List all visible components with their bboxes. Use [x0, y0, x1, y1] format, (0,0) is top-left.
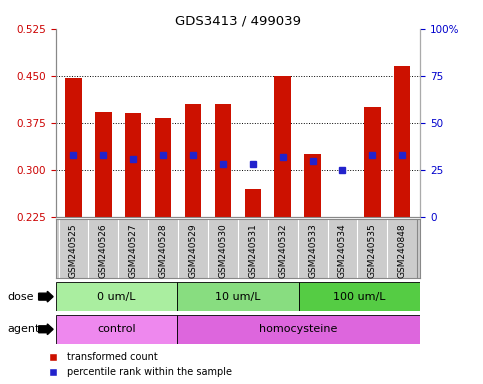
Text: dose: dose	[7, 291, 34, 302]
Bar	[65, 78, 82, 217]
Bar	[177, 315, 420, 344]
Text: GSM240848: GSM240848	[398, 223, 407, 278]
Text: homocysteine: homocysteine	[259, 324, 338, 334]
Text: 10 um/L: 10 um/L	[215, 291, 261, 302]
Text: GSM240525: GSM240525	[69, 223, 78, 278]
Bar	[334, 217, 351, 219]
Bar	[364, 107, 381, 217]
Title: GDS3413 / 499039: GDS3413 / 499039	[175, 15, 301, 28]
Text: GSM240534: GSM240534	[338, 223, 347, 278]
Bar	[177, 282, 298, 311]
Bar	[95, 112, 112, 217]
Text: GSM240532: GSM240532	[278, 223, 287, 278]
Text: GSM240526: GSM240526	[99, 223, 108, 278]
Text: GSM240527: GSM240527	[129, 223, 138, 278]
Text: control: control	[97, 324, 136, 334]
Bar	[304, 154, 321, 217]
Text: GSM240531: GSM240531	[248, 223, 257, 278]
Bar	[185, 104, 201, 217]
Bar	[125, 114, 142, 217]
Text: agent: agent	[7, 324, 40, 334]
Text: GSM240529: GSM240529	[188, 223, 198, 278]
Bar	[394, 66, 411, 217]
Bar	[244, 189, 261, 217]
Bar	[155, 118, 171, 217]
Bar	[215, 104, 231, 217]
Legend: transformed count, percentile rank within the sample: transformed count, percentile rank withi…	[43, 353, 232, 377]
Bar	[56, 282, 177, 311]
Text: 100 um/L: 100 um/L	[333, 291, 386, 302]
Text: 0 um/L: 0 um/L	[97, 291, 136, 302]
Text: GSM240533: GSM240533	[308, 223, 317, 278]
Bar	[274, 76, 291, 217]
Text: GSM240530: GSM240530	[218, 223, 227, 278]
Text: GSM240535: GSM240535	[368, 223, 377, 278]
Text: GSM240528: GSM240528	[158, 223, 168, 278]
Bar	[298, 282, 420, 311]
Bar	[56, 315, 177, 344]
